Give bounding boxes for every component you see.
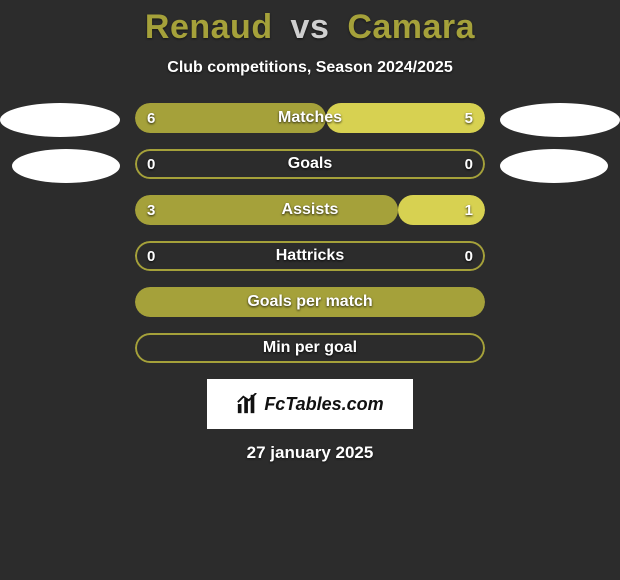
stat-row: Goals per match <box>135 287 485 317</box>
stat-value-right: 0 <box>453 149 485 179</box>
player2-club-placeholder <box>500 149 608 183</box>
stat-value-left: 0 <box>135 241 167 271</box>
stat-value-left: 6 <box>135 103 167 133</box>
stat-row: Assists3 1 <box>135 195 485 225</box>
stat-value-left: 0 <box>135 149 167 179</box>
stat-label: Matches <box>135 103 485 133</box>
vs-label: vs <box>291 8 330 46</box>
logo-box: FcTables.com <box>207 379 413 429</box>
stat-value-right: 1 <box>453 195 485 225</box>
stat-label: Goals <box>135 149 485 179</box>
subtitle: Club competitions, Season 2024/2025 <box>0 59 620 77</box>
player1-photo-placeholder <box>0 103 120 137</box>
stat-label: Min per goal <box>135 333 485 363</box>
comparison-title: Renaud vs Camara <box>0 0 620 47</box>
stat-bars-container: Matches65Goals00Assists31Hattricks00Goal… <box>135 103 485 363</box>
stat-value-right: 5 <box>453 103 485 133</box>
date-label: 27 january 2025 <box>0 443 620 463</box>
stat-label: Goals per match <box>135 287 485 317</box>
player1-club-placeholder <box>12 149 120 183</box>
player2-name: Camara <box>347 8 475 46</box>
stat-value-right: 0 <box>453 241 485 271</box>
stat-label: Assists <box>135 195 485 225</box>
stat-row: Goals0 0 <box>135 149 485 179</box>
stat-row: Hattricks0 0 <box>135 241 485 271</box>
stat-row: Min per goal <box>135 333 485 363</box>
content-area: Matches65Goals00Assists31Hattricks00Goal… <box>0 103 620 463</box>
logo-text: FcTables.com <box>264 394 383 415</box>
stat-label: Hattricks <box>135 241 485 271</box>
player2-photo-placeholder <box>500 103 620 137</box>
chart-icon <box>236 393 258 415</box>
stat-row: Matches6 5 <box>135 103 485 133</box>
stat-value-left: 3 <box>135 195 167 225</box>
player1-name: Renaud <box>145 8 273 46</box>
